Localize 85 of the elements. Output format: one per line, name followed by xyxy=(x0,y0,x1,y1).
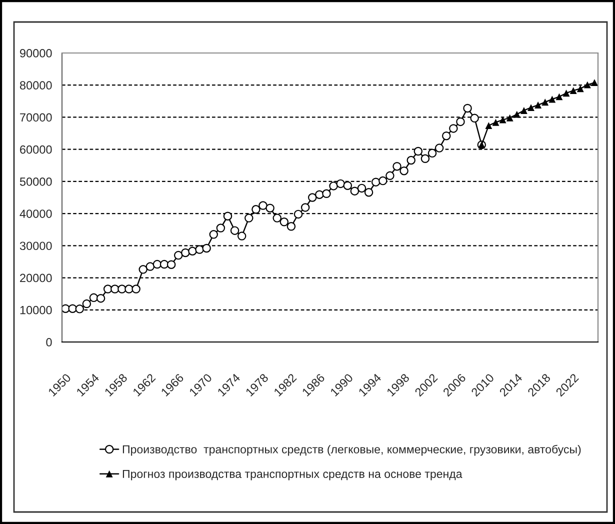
point xyxy=(528,104,534,112)
point xyxy=(343,181,352,190)
point xyxy=(280,218,289,226)
point xyxy=(336,179,345,188)
point xyxy=(110,284,120,294)
point xyxy=(378,176,388,186)
point xyxy=(420,154,430,164)
point xyxy=(534,102,542,108)
y-tick-label: 30000 xyxy=(20,242,52,250)
point xyxy=(456,117,465,126)
point xyxy=(181,248,190,258)
point xyxy=(195,245,204,254)
point xyxy=(75,304,84,314)
point xyxy=(357,184,366,193)
y-tick-label: 50000 xyxy=(20,177,52,186)
y-tick-label: 40000 xyxy=(20,210,52,218)
point xyxy=(463,104,472,113)
point xyxy=(570,87,577,94)
point xyxy=(492,118,500,126)
point xyxy=(252,205,260,214)
point xyxy=(329,182,338,190)
y-tick-label: 80000 xyxy=(20,81,52,90)
point xyxy=(414,146,423,156)
point xyxy=(308,193,317,202)
point xyxy=(223,212,232,220)
point xyxy=(556,93,563,100)
point xyxy=(146,262,155,271)
point xyxy=(286,222,296,231)
point xyxy=(434,144,444,152)
point xyxy=(118,284,126,294)
point xyxy=(82,299,92,308)
point xyxy=(548,96,556,103)
point xyxy=(132,284,140,294)
point xyxy=(174,250,183,260)
point xyxy=(392,162,402,171)
point xyxy=(202,244,211,253)
y-tick-label: 0 xyxy=(46,338,52,346)
point xyxy=(520,107,528,114)
point xyxy=(230,226,240,235)
point xyxy=(315,190,324,199)
point xyxy=(542,98,549,106)
point xyxy=(166,260,176,269)
point xyxy=(576,85,584,92)
point xyxy=(350,186,360,196)
point xyxy=(300,203,310,212)
point xyxy=(294,210,303,219)
point xyxy=(400,166,408,176)
point xyxy=(96,294,106,303)
point xyxy=(584,81,591,88)
y-tick-label: 90000 xyxy=(20,49,52,58)
point xyxy=(266,204,274,212)
point xyxy=(138,265,148,274)
point xyxy=(322,189,331,198)
point xyxy=(371,178,380,186)
point xyxy=(216,224,226,232)
legend-label: Производство транспортных средств (легковые, коммерческие, грузовики, автобусы) xyxy=(122,444,581,456)
legend-label: Прогноз производства транспортных средств на основе тренда xyxy=(122,470,462,480)
y-tick-label: 10000 xyxy=(20,306,52,314)
point xyxy=(562,90,570,97)
point xyxy=(237,232,246,240)
point xyxy=(124,284,134,294)
point xyxy=(591,79,598,86)
point xyxy=(470,114,479,123)
point xyxy=(513,110,520,118)
point xyxy=(89,293,98,302)
point xyxy=(244,214,254,222)
point xyxy=(160,260,169,269)
y-tick-label: 20000 xyxy=(20,274,52,282)
y-tick-label: 70000 xyxy=(20,113,52,122)
point xyxy=(499,116,506,124)
point xyxy=(209,230,218,239)
point xyxy=(449,124,458,133)
point xyxy=(272,214,282,222)
y-tick-label: 60000 xyxy=(20,145,52,154)
point xyxy=(406,156,416,165)
point xyxy=(485,122,492,130)
point xyxy=(428,148,437,158)
point xyxy=(442,131,451,140)
point xyxy=(188,246,197,256)
point xyxy=(506,114,514,122)
point xyxy=(258,201,268,210)
point xyxy=(386,171,394,180)
point xyxy=(68,304,77,313)
point xyxy=(364,188,374,197)
point xyxy=(152,260,162,269)
